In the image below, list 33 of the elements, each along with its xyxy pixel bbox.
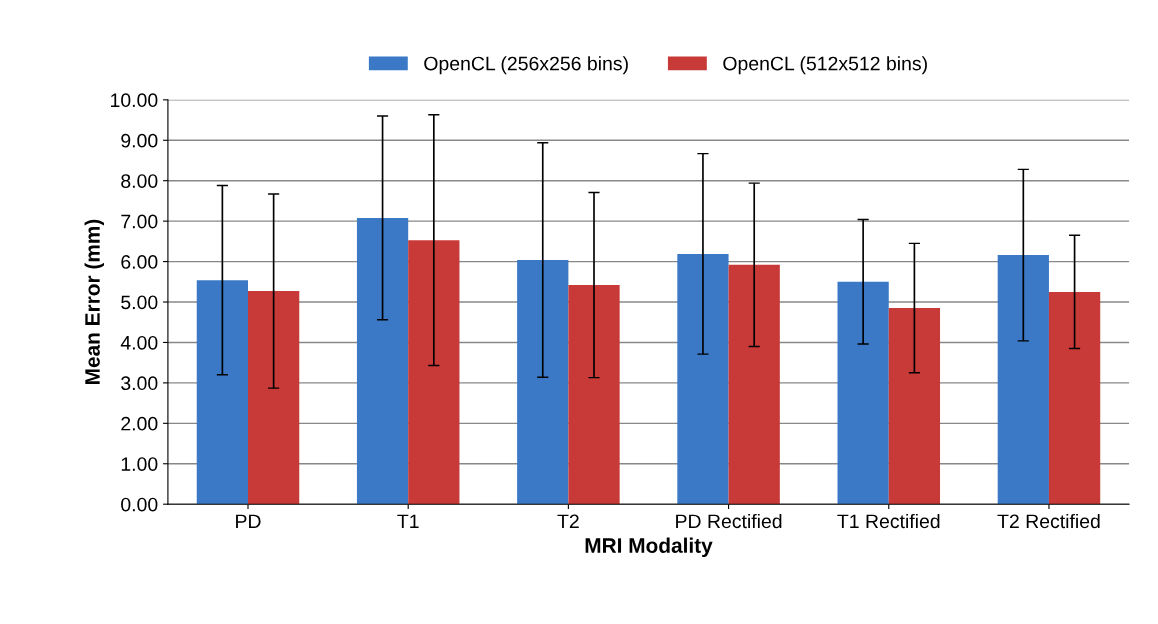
legend-label: OpenCL (256x256 bins) xyxy=(424,56,628,75)
bar xyxy=(568,285,620,505)
y-tick-label: 8.00 xyxy=(121,174,158,188)
y-tick-label: 4.00 xyxy=(120,335,158,350)
y-tick-label: 3.00 xyxy=(121,376,158,391)
y-tick-label: 0.00 xyxy=(121,497,158,512)
bar xyxy=(196,280,248,505)
bar xyxy=(248,291,300,505)
y-tick-label: 5.00 xyxy=(121,295,158,310)
bar xyxy=(1048,291,1101,505)
y-axis-title: Mean Error (mm) xyxy=(84,219,104,384)
y-tick-label: 9.00 xyxy=(121,133,158,148)
x-tick-label: PD xyxy=(236,514,261,529)
bar xyxy=(408,240,460,505)
bar xyxy=(677,253,729,505)
x-tick-label: T2 xyxy=(557,514,579,529)
bar xyxy=(888,308,941,505)
bar xyxy=(837,281,889,505)
legend-label: OpenCL (512x512 bins) xyxy=(723,56,927,75)
y-tick-label: 7.00 xyxy=(121,214,158,229)
y-tick-label: 10.00 xyxy=(111,93,158,108)
y-tick-label: 2.00 xyxy=(121,416,158,431)
bar xyxy=(728,264,780,505)
x-tick-label: T1 Rectified xyxy=(837,513,940,529)
bar xyxy=(517,259,569,505)
x-axis-title: MRI Modality xyxy=(585,537,713,558)
x-tick-label: T2 Rectified xyxy=(997,513,1100,529)
y-tick-label: 1.00 xyxy=(121,457,158,471)
x-tick-label: PD Rectified xyxy=(676,513,782,529)
bar xyxy=(356,217,409,505)
bar xyxy=(997,255,1049,505)
x-tick-label: T1 xyxy=(397,514,419,529)
y-tick-label: 6.00 xyxy=(121,255,158,269)
